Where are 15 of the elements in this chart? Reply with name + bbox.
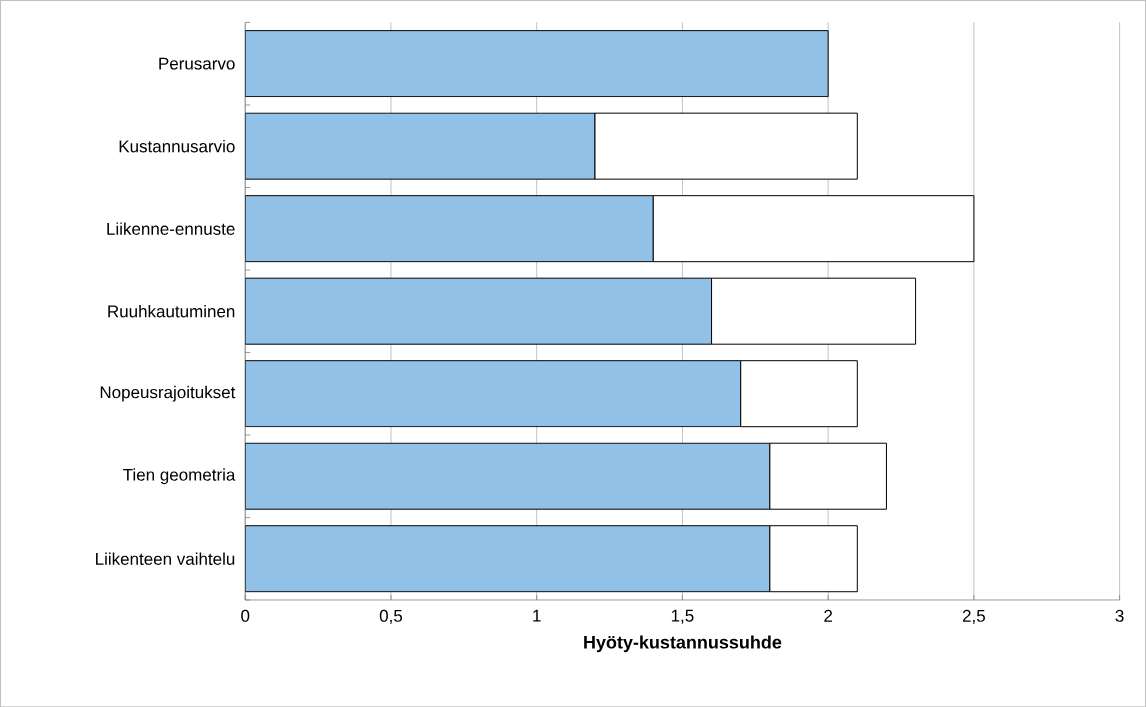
x-tick-label: 2 xyxy=(824,609,833,622)
y-tick-label: Nopeusrajoitukset xyxy=(100,385,236,402)
x-tick-label: 0 xyxy=(241,609,250,622)
x-tick-label: 0,5 xyxy=(379,609,403,624)
y-tick-label: Kustannusarvio xyxy=(119,139,235,153)
x-axis-title: Hyöty-kustannussuhde xyxy=(584,635,782,653)
y-tick-label: Ruuhkautuminen xyxy=(108,304,235,318)
y-tick-label: Perusarvo xyxy=(159,57,235,70)
x-tick-label: 3 xyxy=(1115,609,1124,622)
x-tick-label: 1,5 xyxy=(671,609,694,624)
y-tick-label: Liikenteen vaihtelu xyxy=(96,552,235,565)
x-tick-label: 2,5 xyxy=(962,609,985,624)
y-tick-label: Liikenne-ennuste xyxy=(107,222,235,235)
y-tick-label: Tien geometria xyxy=(123,468,236,484)
x-tick-label: 1 xyxy=(533,609,541,622)
